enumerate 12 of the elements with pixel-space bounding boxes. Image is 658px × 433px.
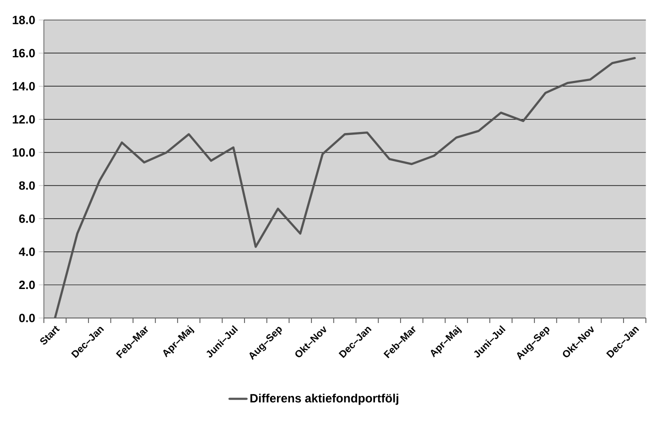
y-tick-label: 18.0	[12, 16, 35, 24]
line-series	[54, 56, 636, 318]
y-tick-label: 14.0	[12, 82, 35, 90]
y-tick-label: 2.0	[19, 280, 35, 290]
y-tick-label: 16.0	[12, 48, 35, 58]
y-tick-label: 10.0	[12, 148, 35, 157]
y-tick-label: 8.0	[19, 181, 35, 190]
y-tick-label: 6.0	[19, 214, 35, 223]
y-tick-label: 12.0	[12, 115, 35, 124]
y-tick-label: 0.0	[19, 314, 35, 322]
y-tick-label: 4.0	[18, 248, 35, 256]
legend-label: Differens aktiefondportfölj	[250, 394, 398, 405]
